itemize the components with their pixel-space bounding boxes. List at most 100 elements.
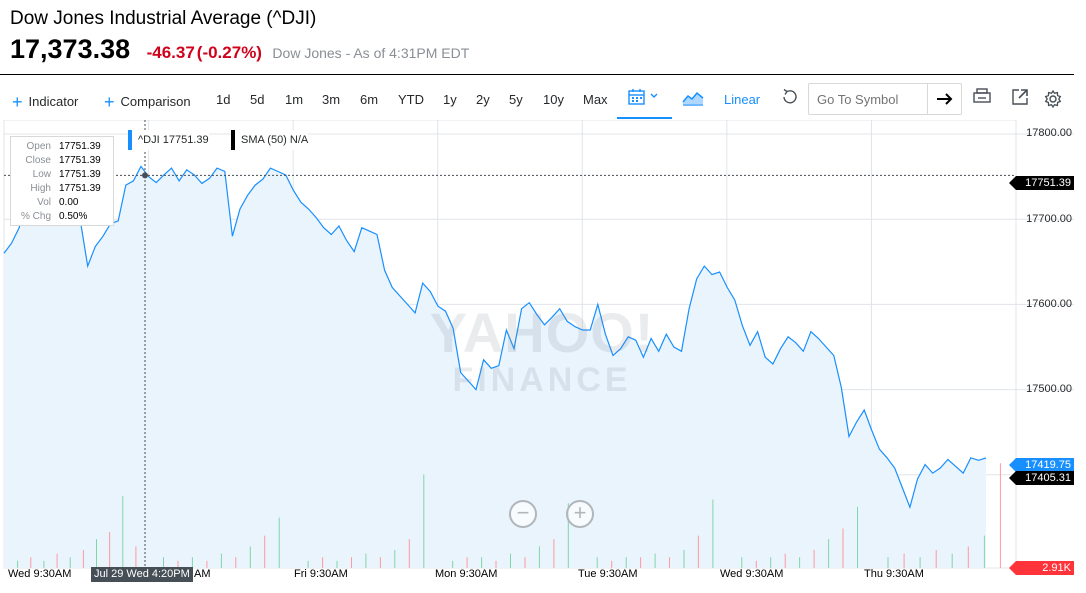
volume-bar [122,496,124,568]
volume-bar [278,517,280,568]
sma-legend[interactable]: SMA (50) N/A [231,130,309,150]
volume-bar [640,557,642,568]
chevron-down-icon [650,93,658,98]
chart-toolbar: + Indicator + Comparison 1d 5d 1m 3m 6m YT… [0,82,1074,120]
volume-bar [365,553,367,568]
volume-bar [712,499,714,568]
ohlc-key: % Chg [20,211,51,222]
volume-bar [611,560,613,568]
volume-bar [828,539,830,568]
zoom-out-button[interactable]: − [509,500,537,528]
volume-bar [96,539,97,568]
ohlc-value: 17751.39 [59,141,101,152]
volume-bar [307,560,309,568]
volume-bar [394,550,396,568]
volume-bar [495,560,497,568]
volume-bar [408,539,410,568]
volume-bar [669,557,670,568]
volume-bar [69,557,71,568]
y-tick-label: 17700.00 [1026,213,1072,225]
ohlc-value: 17751.39 [59,169,101,180]
zoom-in-icon: + [573,500,587,525]
previous-close-tag: 17405.31 [1009,471,1074,485]
range-1d[interactable]: 1d [216,92,231,107]
volume-bar [423,474,425,568]
price-chart[interactable] [0,120,1074,593]
sma-legend-label: SMA (50) N/A [241,134,309,146]
volume-bar [379,557,381,568]
indicator-button[interactable]: + Indicator [12,92,78,113]
volume-bar [538,546,540,568]
ohlc-value: 0.50% [59,211,88,222]
volume-bar [466,557,468,568]
calendar-icon [628,89,645,105]
range-10y[interactable]: 10y [543,92,564,107]
volume-bar [983,535,985,568]
y-tick-label: 17600.00 [1026,298,1072,310]
arrow-right-icon [936,93,952,105]
ohlc-key: Open [26,141,51,152]
mountain-chart-icon[interactable] [682,90,704,106]
symbol-search-input[interactable] [817,92,917,107]
volume-bar [235,557,237,568]
page-title: Dow Jones Industrial Average (^DJI) [10,8,317,29]
volume-bar [336,560,338,568]
indicator-label: Indicator [28,94,79,109]
volume-bar [999,463,1001,568]
print-icon[interactable] [972,88,992,106]
volume-bar [264,535,266,568]
as-of-timestamp: Dow Jones - As of 4:31PM EDT [272,45,470,61]
date-range-picker[interactable] [617,82,672,119]
range-1m[interactable]: 1m [285,92,304,107]
volume-bar [935,550,937,568]
plus-icon: + [104,92,115,112]
volume-bar [206,560,208,568]
range-ytd[interactable]: YTD [398,92,424,107]
x-tick-label: Wed 9:30AM [720,568,784,580]
gear-icon[interactable] [1044,90,1062,108]
volume-bar [784,553,786,568]
volume-bar [56,553,58,568]
comparison-button[interactable]: + Comparison [104,92,191,113]
volume-bar [755,560,757,568]
zoom-out-icon: − [516,500,530,525]
volume-bar [510,553,511,568]
volume-bar [481,557,483,568]
sma-color-swatch [231,130,235,150]
volume-bar [82,550,84,568]
volume-bar [887,557,889,568]
range-2y[interactable]: 2y [476,92,490,107]
volume-bar [135,546,137,568]
volume-bar [220,553,222,568]
reset-icon[interactable] [780,88,798,106]
quote-header: Dow Jones Industrial Average (^DJI) [10,8,316,30]
price-chart-svg [3,120,1074,569]
volume-bar [770,557,772,568]
y-tick-label: 17500.00 [1026,383,1072,395]
volume-bar [625,557,627,568]
zoom-in-button[interactable]: + [566,500,594,528]
price-line [3,165,987,510]
range-6m[interactable]: 6m [360,92,379,107]
range-3m[interactable]: 3m [322,92,341,107]
current-price: 17,373.38 [10,34,131,64]
volume-bar [163,557,164,568]
range-5d[interactable]: 5d [250,92,265,107]
range-1y[interactable]: 1y [443,92,457,107]
scale-linear-button[interactable]: Linear [724,92,761,107]
comparison-label: Comparison [120,94,191,109]
range-max[interactable]: Max [583,92,608,107]
volume-bar [857,506,858,568]
range-5y[interactable]: 5y [509,92,523,107]
x-tick-label: Tue 9:30AM [578,568,638,580]
x-tick-label: Wed 9:30AM [8,568,72,580]
expand-icon[interactable] [1010,87,1030,107]
volume-bar [842,528,844,568]
series-legend-label: ^DJI 17751.39 [138,134,209,146]
go-button[interactable] [927,84,961,114]
series-legend[interactable]: ^DJI 17751.39 [128,130,209,150]
volume-bar [813,550,815,568]
volume-bar [109,532,111,568]
volume-bar [741,557,743,568]
last-price-tag: 17419.75 [1009,458,1074,472]
